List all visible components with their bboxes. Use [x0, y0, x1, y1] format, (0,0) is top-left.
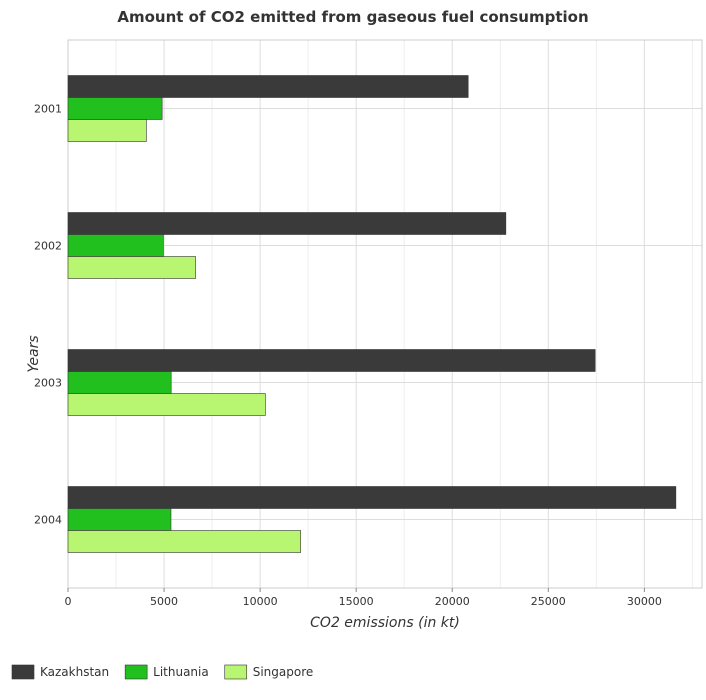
y-tick-label: 2004 — [34, 514, 62, 527]
y-tick-label: 2003 — [34, 377, 62, 390]
bar-kazakhstan-2004 — [67, 486, 677, 509]
bar-lithuania-2003 — [67, 371, 172, 394]
x-tick-label: 15000 — [339, 595, 374, 608]
bars — [67, 75, 677, 553]
x-tick-label: 0 — [65, 595, 72, 608]
y-tick-label: 2001 — [34, 103, 62, 116]
x-tick-label: 25000 — [531, 595, 566, 608]
x-tick-labels: 0 5000 10000 15000 20000 25000 30000 — [65, 588, 662, 608]
bar-singapore-2003 — [67, 393, 266, 416]
legend-label-singapore: Singapore — [253, 665, 314, 679]
y-axis-label: Years — [26, 335, 42, 372]
bar-lithuania-2002 — [67, 234, 164, 257]
legend-label-lithuania: Lithuania — [153, 665, 209, 679]
bar-lithuania-2001 — [67, 97, 163, 120]
legend-label-kazakhstan: Kazakhstan — [40, 665, 109, 679]
y-tick-label: 2002 — [34, 240, 62, 253]
bar-kazakhstan-2002 — [67, 212, 507, 235]
legend-swatch-lithuania — [124, 664, 148, 680]
legend-swatch-singapore — [224, 664, 248, 680]
bar-singapore-2002 — [67, 256, 196, 279]
x-axis-label: CO2 emissions (in kt) — [310, 615, 460, 631]
y-tick-labels: 2001 2002 2003 2004 — [34, 103, 62, 527]
x-tick-label: 30000 — [627, 595, 662, 608]
chart-title: Amount of CO2 emitted from gaseous fuel … — [117, 8, 589, 26]
legend-swatch-kazakhstan — [11, 664, 35, 680]
x-tick-label: 20000 — [435, 595, 470, 608]
bar-singapore-2001 — [67, 119, 147, 142]
x-tick-label: 5000 — [150, 595, 178, 608]
bar-lithuania-2004 — [67, 508, 172, 531]
x-tick-label: 10000 — [243, 595, 278, 608]
legend: Kazakhstan Lithuania Singapore — [11, 664, 314, 680]
bar-kazakhstan-2003 — [67, 349, 596, 372]
bar-singapore-2004 — [67, 530, 301, 553]
bar-kazakhstan-2001 — [67, 75, 469, 98]
plot-frame — [67, 39, 703, 589]
